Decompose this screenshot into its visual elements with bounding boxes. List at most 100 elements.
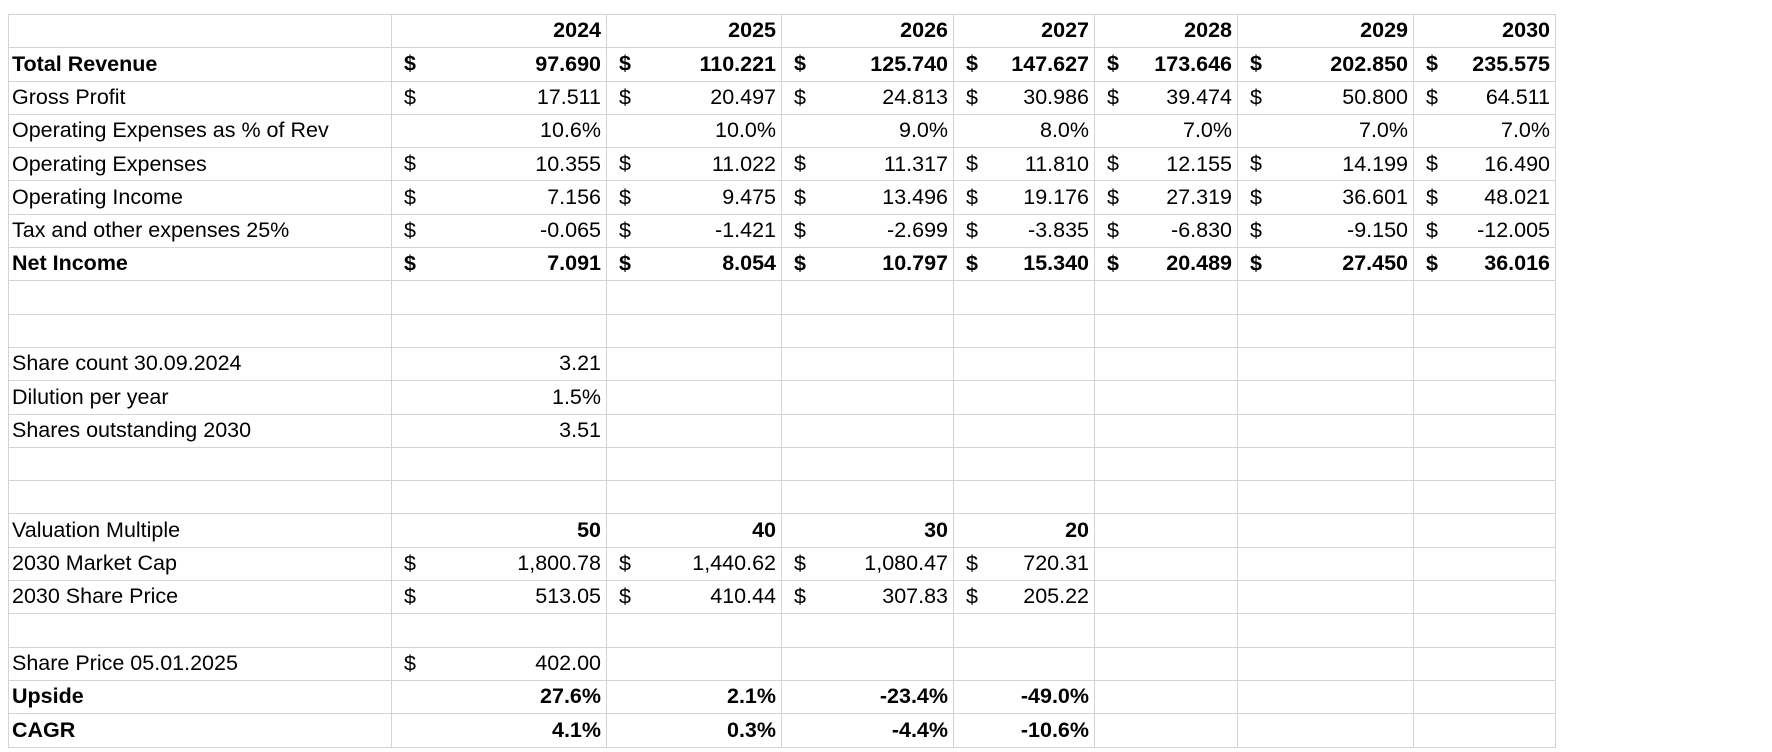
empty-cell[interactable] bbox=[1094, 313, 1238, 348]
cagr-cell[interactable]: 0.3% bbox=[606, 713, 782, 748]
revenue-cell[interactable]: $202.850 bbox=[1237, 47, 1414, 82]
net-income-cell[interactable]: $15.340 bbox=[953, 247, 1095, 282]
multiple-cell[interactable]: 30 bbox=[781, 513, 954, 548]
share-price-2030-cell[interactable]: $513.05 bbox=[391, 580, 607, 615]
year-header[interactable]: 2030 bbox=[1413, 13, 1556, 49]
year-header[interactable]: 2024 bbox=[391, 13, 607, 49]
row-label[interactable]: Dilution per year bbox=[8, 380, 392, 415]
empty-cell[interactable] bbox=[391, 446, 607, 482]
operating-income-cell[interactable]: $27.319 bbox=[1094, 180, 1238, 215]
tax-cell[interactable]: $ -1.421 bbox=[606, 213, 782, 249]
multiple-cell[interactable]: 50 bbox=[391, 513, 607, 548]
revenue-cell[interactable]: $110.221 bbox=[606, 47, 782, 82]
empty-cell[interactable] bbox=[606, 346, 782, 382]
empty-cell[interactable] bbox=[391, 313, 607, 348]
market-cap-cell[interactable]: $1,080.47 bbox=[781, 546, 954, 582]
empty-cell[interactable] bbox=[606, 613, 782, 648]
net-income-cell[interactable]: $10.797 bbox=[781, 247, 954, 282]
row-label[interactable]: Operating Expenses bbox=[8, 147, 392, 182]
row-label[interactable]: Valuation Multiple bbox=[8, 513, 392, 548]
row-label[interactable]: Shares outstanding 2030 bbox=[8, 413, 392, 448]
opex-cell[interactable]: $12.155 bbox=[1094, 147, 1238, 182]
empty-cell[interactable] bbox=[1413, 679, 1556, 715]
empty-cell[interactable] bbox=[1237, 346, 1414, 382]
empty-cell[interactable] bbox=[8, 613, 392, 648]
empty-cell[interactable] bbox=[8, 280, 392, 315]
empty-cell[interactable] bbox=[1413, 580, 1556, 615]
empty-cell[interactable] bbox=[1413, 713, 1556, 748]
empty-cell[interactable] bbox=[953, 446, 1095, 482]
opex-cell[interactable]: $16.490 bbox=[1413, 147, 1556, 182]
cagr-cell[interactable]: 4.1% bbox=[391, 713, 607, 748]
row-label[interactable]: Tax and other expenses 25% bbox=[8, 213, 392, 249]
row-label[interactable]: Share count 30.09.2024 bbox=[8, 346, 392, 382]
tax-cell[interactable]: $ -0.065 bbox=[391, 213, 607, 249]
share-price-2030-cell[interactable]: $307.83 bbox=[781, 580, 954, 615]
row-label[interactable]: CAGR bbox=[8, 713, 392, 748]
empty-cell[interactable] bbox=[1094, 679, 1238, 715]
gross-profit-cell[interactable]: $24.813 bbox=[781, 80, 954, 115]
gross-profit-cell[interactable]: $64.511 bbox=[1413, 80, 1556, 115]
empty-cell[interactable] bbox=[391, 613, 607, 648]
opex-pct-cell[interactable]: 9.0% bbox=[781, 113, 954, 149]
multiple-cell[interactable]: 20 bbox=[953, 513, 1095, 548]
empty-cell[interactable] bbox=[1237, 646, 1414, 681]
operating-income-cell[interactable]: $13.496 bbox=[781, 180, 954, 215]
empty-cell[interactable] bbox=[953, 613, 1095, 648]
empty-cell[interactable] bbox=[1094, 346, 1238, 382]
empty-cell[interactable] bbox=[1237, 313, 1414, 348]
empty-cell[interactable] bbox=[953, 413, 1095, 448]
empty-cell[interactable] bbox=[1237, 480, 1414, 515]
row-label[interactable]: Gross Profit bbox=[8, 80, 392, 115]
empty-cell[interactable] bbox=[8, 480, 392, 515]
empty-cell[interactable] bbox=[1094, 546, 1238, 582]
gross-profit-cell[interactable]: $20.497 bbox=[606, 80, 782, 115]
opex-pct-cell[interactable]: 8.0% bbox=[953, 113, 1095, 149]
empty-cell[interactable] bbox=[953, 346, 1095, 382]
row-label[interactable]: Share Price 05.01.2025 bbox=[8, 646, 392, 681]
shares-2030-cell[interactable]: 3.51 bbox=[391, 413, 607, 448]
opex-cell[interactable]: $10.355 bbox=[391, 147, 607, 182]
gross-profit-cell[interactable]: $39.474 bbox=[1094, 80, 1238, 115]
multiple-cell[interactable]: 40 bbox=[606, 513, 782, 548]
upside-cell[interactable]: -49.0% bbox=[953, 679, 1095, 715]
share-price-2030-cell[interactable]: $410.44 bbox=[606, 580, 782, 615]
empty-cell[interactable] bbox=[953, 646, 1095, 681]
operating-income-cell[interactable]: $48.021 bbox=[1413, 180, 1556, 215]
empty-cell[interactable] bbox=[781, 413, 954, 448]
cell-corner[interactable] bbox=[8, 13, 392, 49]
upside-cell[interactable]: -23.4% bbox=[781, 679, 954, 715]
opex-pct-cell[interactable]: 7.0% bbox=[1094, 113, 1238, 149]
empty-cell[interactable] bbox=[1094, 446, 1238, 482]
opex-cell[interactable]: $11.810 bbox=[953, 147, 1095, 182]
market-cap-cell[interactable]: $1,440.62 bbox=[606, 546, 782, 582]
empty-cell[interactable] bbox=[781, 280, 954, 315]
empty-cell[interactable] bbox=[606, 413, 782, 448]
row-label[interactable]: Operating Income bbox=[8, 180, 392, 215]
empty-cell[interactable] bbox=[1094, 380, 1238, 415]
empty-cell[interactable] bbox=[1413, 446, 1556, 482]
net-income-cell[interactable]: $27.450 bbox=[1237, 247, 1414, 282]
empty-cell[interactable] bbox=[1237, 546, 1414, 582]
cagr-cell[interactable]: -10.6% bbox=[953, 713, 1095, 748]
empty-cell[interactable] bbox=[1237, 679, 1414, 715]
empty-cell[interactable] bbox=[606, 446, 782, 482]
row-label[interactable]: 2030 Share Price bbox=[8, 580, 392, 615]
empty-cell[interactable] bbox=[953, 380, 1095, 415]
market-cap-cell[interactable]: $720.31 bbox=[953, 546, 1095, 582]
empty-cell[interactable] bbox=[8, 313, 392, 348]
empty-cell[interactable] bbox=[781, 613, 954, 648]
tax-cell[interactable]: $ -3.835 bbox=[953, 213, 1095, 249]
empty-cell[interactable] bbox=[1237, 280, 1414, 315]
operating-income-cell[interactable]: $36.601 bbox=[1237, 180, 1414, 215]
empty-cell[interactable] bbox=[1413, 646, 1556, 681]
empty-cell[interactable] bbox=[391, 480, 607, 515]
empty-cell[interactable] bbox=[781, 346, 954, 382]
gross-profit-cell[interactable]: $17.511 bbox=[391, 80, 607, 115]
row-label[interactable]: 2030 Market Cap bbox=[8, 546, 392, 582]
gross-profit-cell[interactable]: $50.800 bbox=[1237, 80, 1414, 115]
empty-cell[interactable] bbox=[1237, 413, 1414, 448]
year-header[interactable]: 2028 bbox=[1094, 13, 1238, 49]
dilution-cell[interactable]: 1.5% bbox=[391, 380, 607, 415]
empty-cell[interactable] bbox=[781, 380, 954, 415]
